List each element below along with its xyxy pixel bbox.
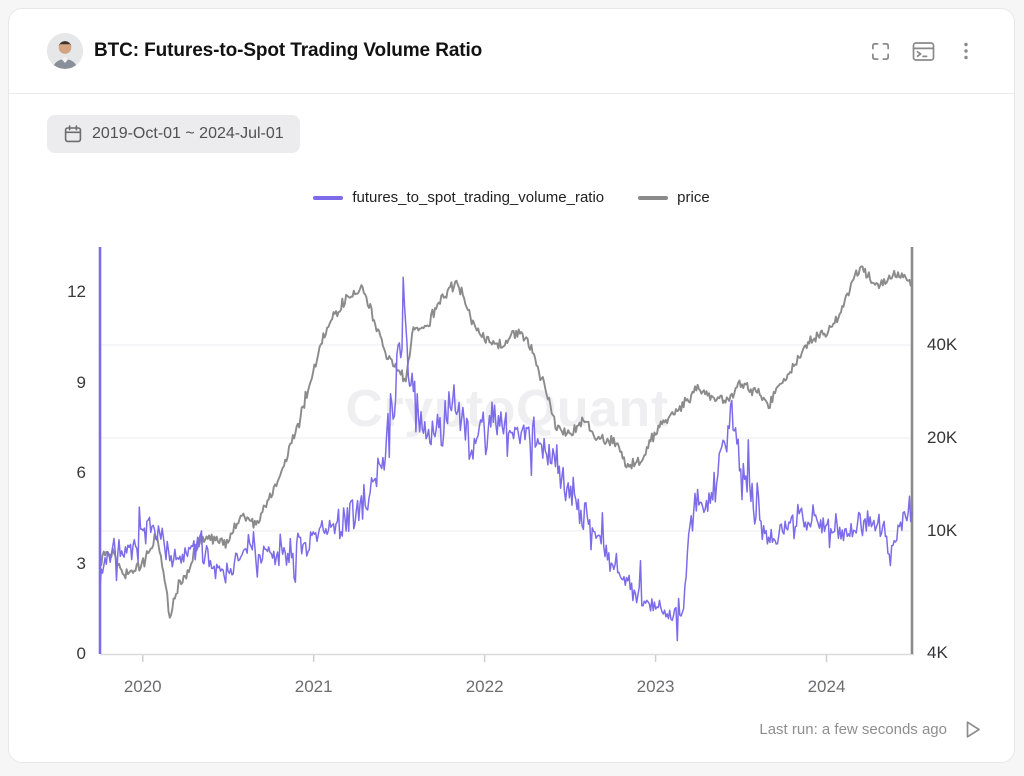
ratio-swatch <box>313 195 344 200</box>
price-swatch <box>638 195 669 200</box>
legend-item-price[interactable]: price <box>638 189 710 206</box>
play-icon[interactable] <box>960 717 984 741</box>
card-header: BTC: Futures-to-Spot Trading Volume Rati… <box>9 9 1014 93</box>
calendar-icon <box>63 124 83 144</box>
card-footer: Last run: a few seconds ago <box>759 716 984 742</box>
chart-card: BTC: Futures-to-Spot Trading Volume Rati… <box>8 8 1015 763</box>
ratio-legend-label: futures_to_spot_trading_volume_ratio <box>352 189 605 206</box>
fullscreen-icon[interactable] <box>868 39 892 63</box>
page-title: BTC: Futures-to-Spot Trading Volume Rati… <box>94 40 483 61</box>
legend-item-ratio[interactable]: futures_to_spot_trading_volume_ratio <box>313 189 604 206</box>
terminal-icon[interactable] <box>911 39 935 63</box>
chart-legend: futures_to_spot_trading_volume_ratio pri… <box>9 189 1014 206</box>
date-range-text: 2019-Oct-01 ~ 2024-Jul-01 <box>92 125 284 142</box>
header-actions <box>868 39 978 63</box>
price-legend-label: price <box>677 189 710 206</box>
kebab-menu-icon[interactable] <box>954 39 978 63</box>
header-divider <box>9 93 1014 94</box>
last-run-text: Last run: a few seconds ago <box>759 720 947 738</box>
date-range-chip[interactable]: 2019-Oct-01 ~ 2024-Jul-01 <box>47 115 300 153</box>
avatar[interactable] <box>47 33 83 69</box>
